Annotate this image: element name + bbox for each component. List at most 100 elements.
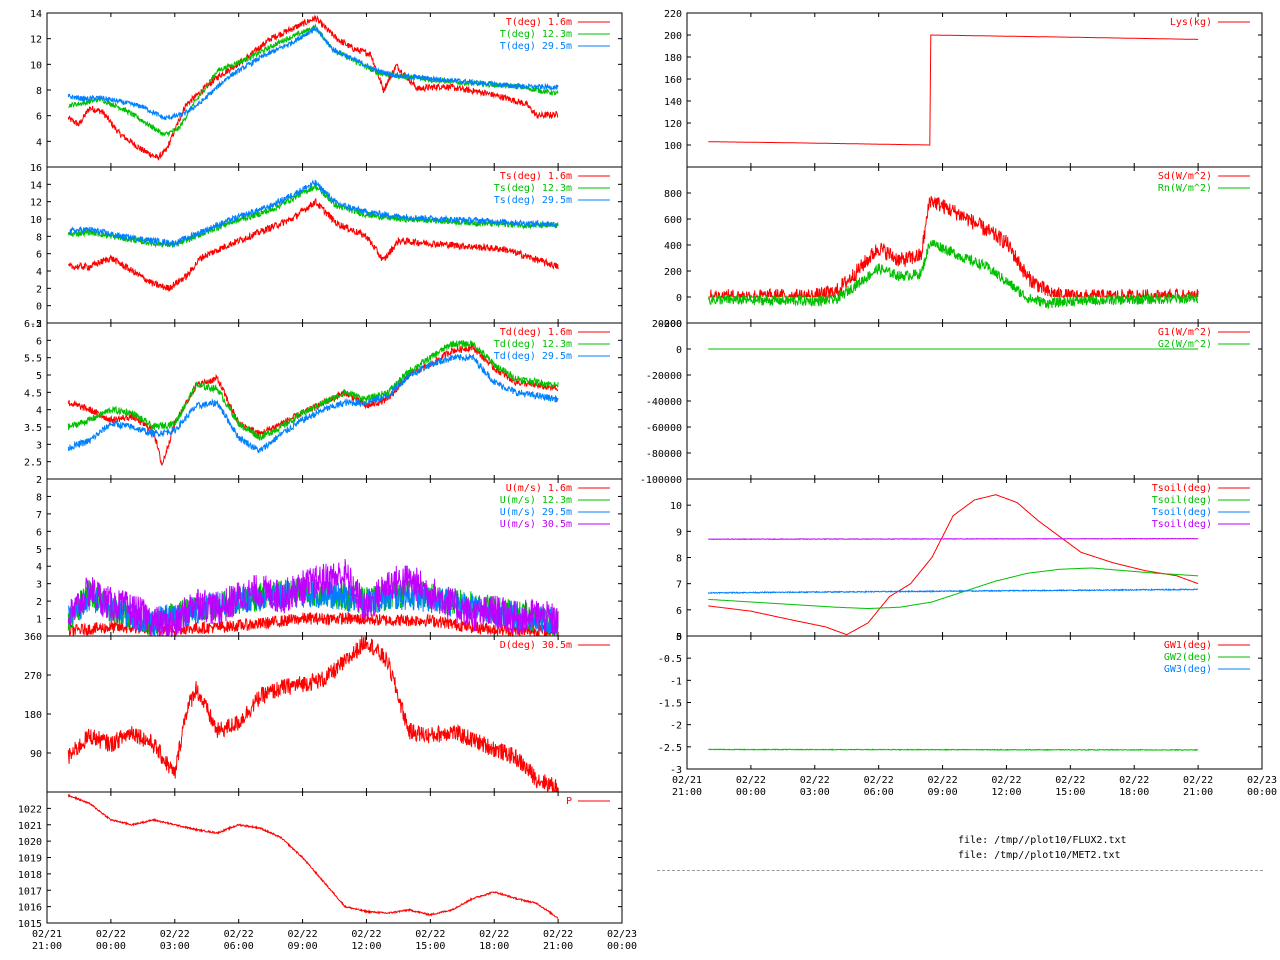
y-tick-label: 1018	[18, 870, 42, 881]
x-tick-label-right: 21:00	[1183, 787, 1213, 798]
x-tick-label-right: 02/22	[991, 775, 1021, 786]
y-tick-label: -80000	[646, 449, 682, 460]
y-tick-label: 90	[30, 749, 42, 760]
legend-label: Td(deg) 29.5m	[494, 351, 572, 362]
y-tick-label: 220	[664, 9, 682, 20]
y-tick-label: 5	[36, 371, 42, 382]
file-line-1: file: /tmp//plot10/FLUX2.txt	[958, 835, 1127, 846]
series-line-red	[67, 14, 559, 161]
x-tick-label-left: 02/22	[96, 929, 126, 940]
series-line-red	[67, 793, 559, 919]
legend-label: Rn(W/m^2)	[1158, 183, 1212, 194]
legend-label: P	[566, 796, 572, 807]
y-tick-label: 3.5	[24, 423, 42, 434]
legend-label: T(deg) 29.5m	[500, 41, 572, 52]
x-tick-label-left: 02/23	[607, 929, 637, 940]
y-tick-label: 200	[664, 267, 682, 278]
y-tick-label: 180	[24, 710, 42, 721]
y-tick-label: 1015	[18, 919, 42, 930]
y-tick-label: 160	[664, 75, 682, 86]
series-line-green	[708, 567, 1199, 609]
file-line-2: file: /tmp//plot10/MET2.txt	[958, 850, 1121, 861]
x-tick-label-right: 02/22	[1055, 775, 1085, 786]
y-tick-label: 120	[664, 119, 682, 130]
y-tick-label: 2	[36, 475, 42, 486]
x-tick-label-left: 02/22	[224, 929, 254, 940]
y-tick-label: -3	[670, 765, 682, 776]
x-tick-label-left: 02/22	[479, 929, 509, 940]
y-tick-label: 5	[676, 632, 682, 643]
legend-label: G2(W/m^2)	[1158, 339, 1212, 350]
y-tick-label: 1021	[18, 821, 42, 832]
x-tick-label-right: 02/22	[736, 775, 766, 786]
file-list: file: /tmp//plot10/FLUX2.txt file: /tmp//…	[958, 833, 1127, 863]
series-line-red	[67, 342, 559, 466]
y-tick-label: 10	[670, 501, 682, 512]
x-tick-label-right: 00:00	[1247, 787, 1277, 798]
y-tick-label: 16	[30, 163, 42, 174]
series-line-blue	[67, 353, 559, 454]
y-tick-label: 4	[36, 406, 42, 417]
y-tick-label: -200	[658, 319, 682, 330]
x-tick-label-right: 21:00	[672, 787, 702, 798]
y-tick-label: 3	[36, 580, 42, 591]
series-line-red	[708, 494, 1199, 636]
y-tick-label: 6	[36, 336, 42, 347]
legend-label: U(m/s) 12.3m	[500, 495, 572, 506]
y-tick-label: 1016	[18, 903, 42, 914]
y-tick-label: 180	[664, 53, 682, 64]
legend-label: Tsoil(deg)	[1152, 483, 1212, 494]
y-tick-label: -2	[670, 721, 682, 732]
y-tick-label: 1	[36, 615, 42, 626]
y-tick-label: 140	[664, 97, 682, 108]
series-line-red	[67, 635, 559, 793]
series-line-purple	[707, 537, 1199, 541]
legend-label: Ts(deg) 29.5m	[494, 195, 572, 206]
y-tick-label: 1022	[18, 804, 42, 815]
legend-label: Tsoil(deg)	[1152, 519, 1212, 530]
y-tick-label: 14	[30, 9, 42, 20]
y-tick-label: 600	[664, 215, 682, 226]
x-tick-label-right: 02/23	[1247, 775, 1277, 786]
legend-label: Tsoil(deg)	[1152, 495, 1212, 506]
y-tick-label: 2.5	[24, 458, 42, 469]
y-tick-label: 4	[36, 137, 42, 148]
legend-label: Sd(W/m^2)	[1158, 171, 1212, 182]
series-line-red	[68, 197, 559, 293]
legend-label: U(m/s) 30.5m	[500, 519, 572, 530]
x-tick-label-left: 03:00	[160, 941, 190, 952]
x-tick-label-right: 03:00	[800, 787, 830, 798]
y-tick-label: 6	[676, 606, 682, 617]
x-tick-label-left: 18:00	[479, 941, 509, 952]
x-tick-label-right: 02/22	[1119, 775, 1149, 786]
x-tick-label-right: 02/22	[864, 775, 894, 786]
legend-label: G1(W/m^2)	[1158, 327, 1212, 338]
x-tick-label-left: 02/22	[543, 929, 573, 940]
panel-frame-left-5	[46, 635, 623, 793]
x-tick-label-right: 02/22	[800, 775, 830, 786]
x-tick-label-right: 02/22	[928, 775, 958, 786]
y-tick-label: -20000	[646, 371, 682, 382]
series-line-red	[708, 195, 1199, 299]
y-tick-label: 1019	[18, 854, 42, 865]
y-tick-label: -0.5	[658, 654, 682, 665]
y-tick-label: 800	[664, 189, 682, 200]
y-tick-label: 270	[24, 671, 42, 682]
y-tick-label: 6	[36, 527, 42, 538]
x-tick-label-right: 02/22	[1183, 775, 1213, 786]
x-tick-label-left: 06:00	[224, 941, 254, 952]
series-line-purple	[67, 558, 559, 638]
y-tick-label: 6	[36, 250, 42, 261]
series-line-red	[708, 34, 1199, 146]
y-tick-label: 8	[36, 232, 42, 243]
x-tick-label-right: 12:00	[991, 787, 1021, 798]
x-tick-label-left: 02/22	[351, 929, 381, 940]
y-tick-label: 5.5	[24, 354, 42, 365]
legend-label: Td(deg) 1.6m	[500, 327, 572, 338]
legend-label: Td(deg) 12.3m	[494, 339, 572, 350]
y-tick-label: 8	[36, 492, 42, 503]
series-line-green	[707, 748, 1199, 751]
legend-label: Lys(kg)	[1170, 17, 1212, 28]
y-tick-label: 6.5	[24, 319, 42, 330]
